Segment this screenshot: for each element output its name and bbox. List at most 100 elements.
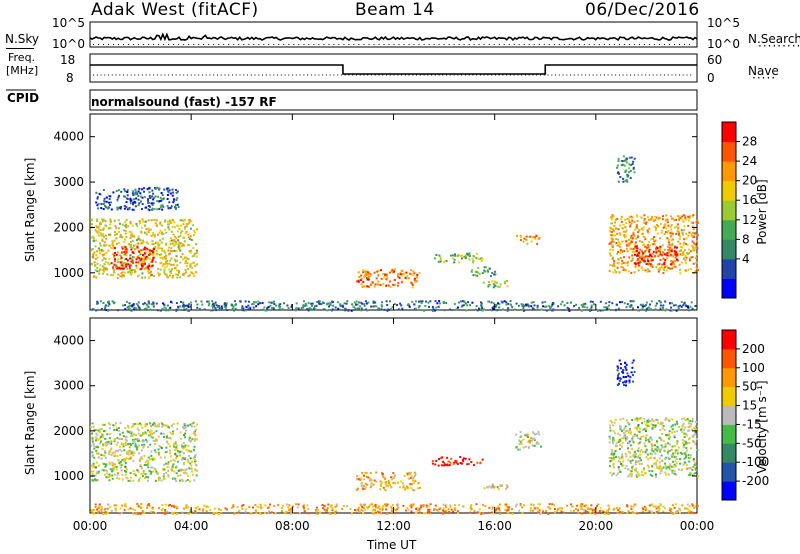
velocity-cb-label-4: -15 <box>742 417 762 431</box>
xtick-label-6: 00:00 <box>680 519 715 533</box>
beam-title: Beam 14 <box>355 0 435 20</box>
power-ytick-label-1: 3000 <box>53 175 84 189</box>
velocity-region-1 <box>355 471 421 492</box>
power-cb-label-1: 24 <box>742 154 757 168</box>
power-colorbar-seg-2 <box>722 239 736 260</box>
velocity-cb-label-3: 15 <box>742 399 757 413</box>
nave-label: Nave <box>748 64 779 78</box>
velocity-colorbar-seg-1 <box>722 462 736 482</box>
velocity-region-3 <box>483 483 509 491</box>
power-colorbar-seg-8 <box>722 122 736 143</box>
xtick-label-5: 20:00 <box>579 519 614 533</box>
cpid-program: normalsound (fast) -157 RF <box>91 95 277 109</box>
velocity-ytick-label-0: 4000 <box>53 334 84 348</box>
noise-sky-series <box>89 32 698 42</box>
velocity-colorbar-seg-7 <box>722 348 736 369</box>
velocity-region-0 <box>90 421 199 483</box>
power-region-5 <box>470 266 497 277</box>
power-region-2 <box>95 186 180 212</box>
velocity-ylabel: Slant Range [km] <box>23 370 37 475</box>
velocity-colorbar-seg-4 <box>722 405 736 425</box>
nave-tick-bottom: 0 <box>707 71 715 85</box>
velocity-ytick-label-1: 3000 <box>53 379 84 393</box>
noise-left-tick-bottom: 10^0 <box>52 37 85 51</box>
power-colorbar-seg-6 <box>722 161 736 182</box>
velocity-cb-label-5: -50 <box>742 436 762 450</box>
freq-label: Freq. <box>8 51 36 64</box>
xtick-label-2: 08:00 <box>275 519 310 533</box>
power-region-4 <box>433 252 484 264</box>
station-title: Adak West (fitACF) <box>91 0 259 20</box>
xtick-label-4: 16:00 <box>477 519 512 533</box>
nave-dots: ····· <box>752 71 777 85</box>
freq-tick-top: 18 <box>60 53 76 67</box>
power-ytick-label-3: 1000 <box>53 266 84 280</box>
velocity-ytick-label-2: 2000 <box>53 424 84 438</box>
velocity-region-5 <box>608 417 699 478</box>
cpid-label: CPID <box>7 91 40 105</box>
velocity-cb-label-2: 50 <box>742 380 757 394</box>
power-colorbar-frame <box>721 121 737 299</box>
power-cb-label-2: 20 <box>742 174 757 188</box>
x-axis-label: Time UT <box>367 538 417 552</box>
power-colorbar-seg-1 <box>722 258 736 279</box>
power-region-11 <box>91 300 697 312</box>
power-region-3 <box>355 268 421 289</box>
power-cb-label-3: 16 <box>742 193 757 207</box>
freq-panel-frame <box>89 53 698 83</box>
velocity-region-6 <box>616 359 636 387</box>
velocity-cb-label-6: -100 <box>742 455 769 469</box>
xtick-label-0: 00:00 <box>73 519 108 533</box>
power-region-10 <box>616 155 636 183</box>
power-colorbar-seg-0 <box>722 278 736 299</box>
freq-tick-bottom: 8 <box>66 71 74 85</box>
velocity-cb-label-0: 200 <box>742 342 765 356</box>
velocity-ytick-label-3: 1000 <box>53 469 84 483</box>
velocity-region-2 <box>431 456 484 467</box>
velocity-colorbar-seg-6 <box>722 367 736 388</box>
power-colorbar-seg-5 <box>722 180 736 201</box>
velocity-colorbar-seg-2 <box>722 443 736 463</box>
velocity-panel-frame <box>89 317 698 514</box>
power-ytick-label-0: 4000 <box>53 130 84 144</box>
nave-tick-top: 60 <box>707 53 723 67</box>
power-cb-label-5: 8 <box>742 232 750 246</box>
freq-series <box>90 64 697 75</box>
power-colorbar-seg-4 <box>722 200 736 221</box>
xtick-label-3: 12:00 <box>376 519 411 533</box>
power-cb-label-6: 4 <box>742 252 750 266</box>
noise-sky-label: N.Sky <box>5 32 40 46</box>
power-region-8 <box>608 214 699 275</box>
noise-sky-legend-line <box>6 48 34 49</box>
date-title: 06/Dec/2016 <box>585 0 700 20</box>
velocity-colorbar-seg-8 <box>722 330 736 350</box>
power-ytick-label-2: 2000 <box>53 220 84 234</box>
velocity-colorbar-seg-5 <box>722 386 736 407</box>
xtick-label-1: 04:00 <box>174 519 209 533</box>
power-region-7 <box>516 234 541 245</box>
velocity-colorbar-label: Velocity [m s⁻¹] <box>755 380 769 474</box>
noise-search-label: N.Search <box>748 32 800 46</box>
power-cb-label-0: 28 <box>742 135 757 149</box>
power-cb-label-4: 12 <box>742 213 757 227</box>
velocity-cb-label-1: 100 <box>742 361 765 375</box>
cpid-panel-frame <box>89 89 698 111</box>
noise-right-tick-bottom: 10^0 <box>707 37 740 51</box>
power-colorbar-seg-3 <box>722 219 736 240</box>
noise-panel-frame <box>89 21 698 48</box>
power-region-1 <box>110 245 156 270</box>
velocity-colorbar-frame <box>721 329 737 501</box>
velocity-region-4 <box>514 431 542 451</box>
power-region-6 <box>482 280 509 289</box>
power-ylabel: Slant Range [km] <box>23 157 37 262</box>
power-panel-frame <box>89 113 698 311</box>
noise-left-tick-top: 10^5 <box>52 16 85 30</box>
power-colorbar-label: Power [dB] <box>755 179 769 245</box>
power-colorbar-seg-7 <box>722 141 736 162</box>
freq-unit-label: [MHz] <box>6 64 39 77</box>
velocity-cb-label-7: -200 <box>742 474 769 488</box>
power-region-9 <box>633 245 679 266</box>
noise-right-tick-top: 10^5 <box>707 16 740 30</box>
